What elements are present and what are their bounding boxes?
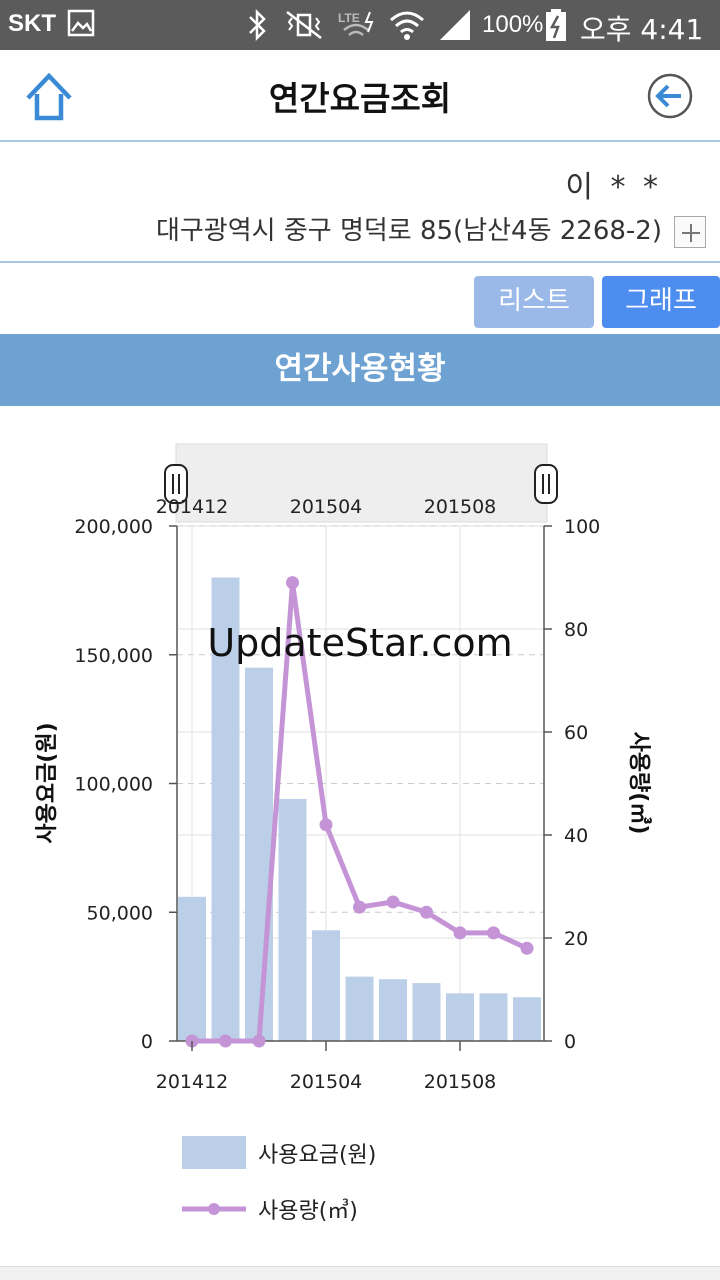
bar-201509: [479, 993, 508, 1041]
bar-201503: [278, 798, 307, 1041]
bar-201506: [379, 979, 407, 1041]
y-tick-label: 0: [141, 1031, 153, 1053]
y2-tick-label: 60: [564, 722, 588, 744]
usage-point-201501: [219, 1034, 232, 1048]
lte-signal-icon: LTE: [338, 11, 374, 36]
y2-tick-label: 0: [564, 1031, 576, 1053]
customer-name: 이 * *: [565, 170, 662, 205]
usage-point-201506: [386, 895, 400, 909]
y-tick-label: 50,000: [87, 902, 153, 924]
battery-charging-icon: [546, 9, 566, 41]
clock: 오후 4:41: [580, 13, 704, 46]
graph-view-button[interactable]: 그래프: [602, 276, 720, 328]
bar-201507: [412, 983, 441, 1041]
y-tick-label: 150,000: [74, 645, 153, 667]
legend-bar-label: 사용요금(원): [258, 1143, 376, 1168]
range-handle-left[interactable]: [164, 464, 188, 504]
usage-point-201505: [353, 900, 366, 914]
cell-signal-icon: [440, 10, 470, 40]
x-tick-label: 201508: [424, 1071, 497, 1093]
expand-address-button[interactable]: [674, 216, 706, 248]
usage-point-201510: [520, 941, 534, 955]
customer-info: 이 * * 대구광역시 중구 명덕로 85(남산4동 2268-2): [0, 146, 720, 263]
legend-line-marker: [208, 1203, 220, 1215]
y2-tick-label: 40: [564, 825, 588, 847]
usage-point-201508: [453, 926, 467, 940]
bar-201412: [178, 896, 206, 1041]
watermark: UpdateStar.com: [207, 621, 512, 665]
bar-201502: [245, 667, 273, 1041]
y-axis-label: 사용요금(원): [35, 722, 60, 843]
usage-point-201507: [420, 905, 433, 919]
range-selector[interactable]: [175, 443, 548, 523]
list-view-button[interactable]: 리스트: [474, 276, 594, 328]
range-handle-right[interactable]: [534, 464, 558, 504]
customer-address: 대구광역시 중구 명덕로 85(남산4동 2268-2): [155, 216, 662, 246]
y2-tick-label: 80: [564, 619, 588, 641]
y2-tick-label: 20: [564, 928, 588, 950]
y-tick-label: 200,000: [74, 516, 153, 538]
legend-bar-swatch: [182, 1136, 246, 1169]
usage-point-201502: [252, 1034, 266, 1048]
gallery-notification-icon: [67, 9, 95, 37]
bar-201510: [513, 997, 541, 1041]
legend-line-label: 사용량(㎥): [258, 1198, 358, 1224]
range-tick-label: 201508: [424, 496, 497, 518]
bottom-nav-edge: [0, 1266, 720, 1280]
home-arrow-icon[interactable]: [24, 72, 74, 122]
x-tick-label: 201412: [156, 1071, 229, 1093]
y-tick-label: 100,000: [74, 774, 153, 796]
vibrate-mute-icon: [286, 11, 322, 39]
y2-axis-label: 사용량(㎥): [626, 732, 652, 835]
status-bar: SKT LTE 100% 오후 4:41: [0, 0, 720, 50]
usage-point-201509: [487, 926, 500, 940]
bar-201508: [446, 993, 474, 1041]
carrier-label: SKT: [8, 10, 56, 37]
usage-chart: 201412 201504 201508 0 50,000 100,000 150,000…: [35, 443, 652, 1224]
svg-text:LTE: LTE: [338, 11, 360, 25]
x-tick-label: 201504: [290, 1071, 363, 1093]
bar-201505: [345, 976, 374, 1041]
back-arrow-icon[interactable]: [646, 72, 694, 120]
range-tick-label: 201412: [156, 496, 229, 518]
y2-tick-label: 100: [564, 516, 600, 538]
usage-point-201503: [286, 576, 299, 590]
usage-point-201504: [319, 818, 333, 832]
bluetooth-icon: [249, 8, 266, 42]
section-title: 연간사용현황: [0, 334, 720, 406]
battery-percent: 100%: [482, 11, 544, 38]
wifi-icon: [390, 11, 424, 40]
app-header: 연간요금조회: [0, 50, 720, 142]
range-tick-label: 201504: [290, 496, 363, 518]
bar-201501: [211, 577, 240, 1041]
page-title: 연간요금조회: [268, 79, 452, 118]
bar-201504: [312, 930, 340, 1041]
